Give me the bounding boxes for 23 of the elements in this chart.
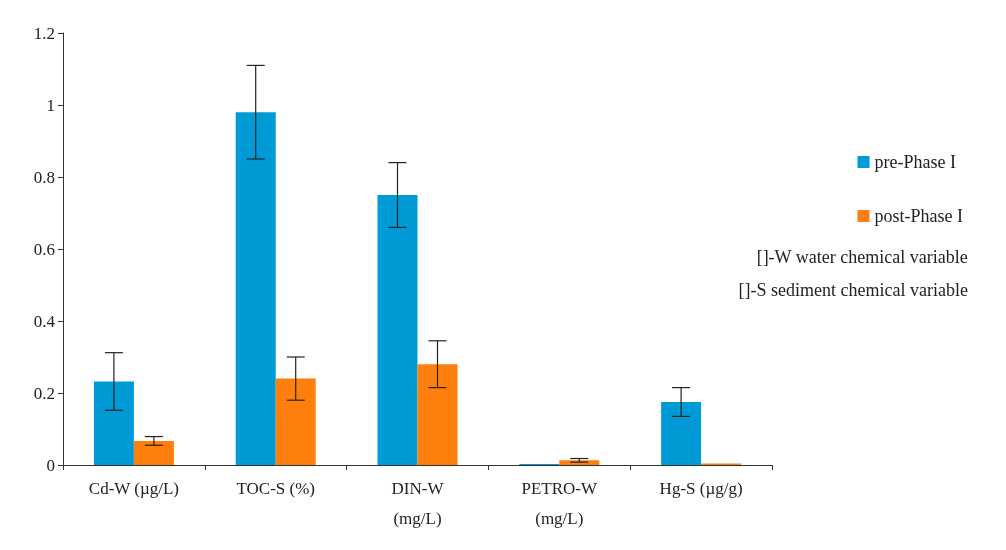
y-tick-label: 0.2 <box>33 383 55 403</box>
bar <box>235 112 276 465</box>
bar <box>93 381 134 465</box>
x-tick-label: PETRO-W (mg/L) <box>521 478 599 528</box>
legend-label: pre-Phase I <box>874 152 956 172</box>
y-tick-label: 1 <box>46 95 55 115</box>
y-tick-label: 0.4 <box>33 311 56 331</box>
x-tick-label: DIN-W (mg/L) <box>391 478 445 528</box>
legend-label: post-Phase I <box>874 206 964 226</box>
x-tick-label: Hg-S (µg/g) <box>659 478 743 498</box>
bar <box>417 364 458 465</box>
bar <box>661 402 702 465</box>
annotation: []-S sediment chemical variable <box>738 280 969 300</box>
bar <box>275 378 316 465</box>
bar <box>133 440 174 465</box>
y-tick-label: 0 <box>46 455 55 475</box>
x-tick-label: Cd-W (µg/L) <box>88 478 180 498</box>
annotation: []-W water chemical variable <box>756 247 968 267</box>
y-tick-label: 0.8 <box>33 167 55 187</box>
y-tick-label: 1.2 <box>33 23 55 43</box>
bar <box>377 195 418 465</box>
y-tick-label: 0.6 <box>33 239 55 259</box>
x-tick-label: TOC-S (%) <box>236 478 315 498</box>
